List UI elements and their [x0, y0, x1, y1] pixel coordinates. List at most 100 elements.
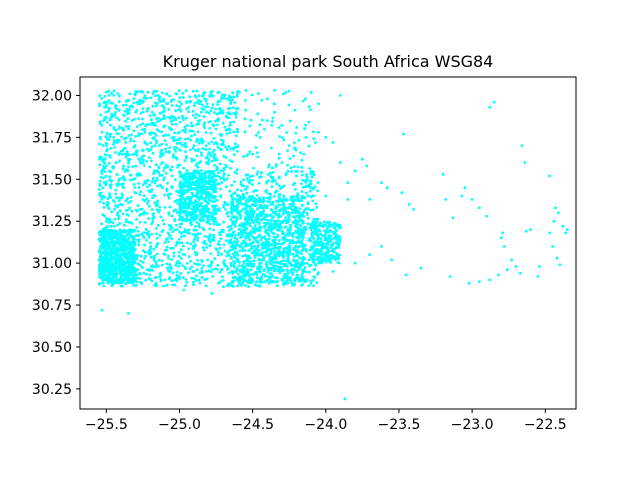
scatter-point — [200, 192, 204, 196]
scatter-point — [282, 268, 285, 272]
scatter-point — [322, 246, 326, 250]
scatter-point — [122, 186, 125, 189]
scatter-point — [197, 122, 201, 126]
scatter-point — [299, 218, 303, 222]
scatter-point — [327, 249, 331, 252]
scatter-point — [194, 228, 198, 232]
scatter-point — [213, 257, 217, 260]
scatter-point — [107, 109, 111, 113]
scatter-point — [211, 204, 214, 208]
scatter-point — [211, 183, 215, 187]
scatter-point — [208, 174, 212, 178]
scatter-point — [230, 200, 234, 204]
scatter-point — [153, 201, 157, 205]
scatter-point — [273, 238, 277, 242]
scatter-point — [273, 110, 276, 114]
scatter-point — [117, 265, 121, 268]
scatter-point — [109, 170, 113, 174]
scatter-point — [196, 119, 200, 123]
scatter-point — [238, 275, 242, 278]
scatter-point — [212, 169, 216, 173]
scatter-point — [134, 135, 138, 138]
scatter-point — [190, 276, 194, 280]
scatter-point — [266, 232, 269, 236]
scatter-point — [111, 199, 115, 202]
scatter-point — [212, 137, 216, 140]
scatter-point — [278, 184, 281, 188]
scatter-point — [214, 178, 218, 182]
scatter-point — [132, 183, 136, 186]
scatter-point — [274, 255, 278, 259]
scatter-point — [124, 209, 128, 212]
scatter-point — [165, 102, 169, 105]
scatter-point — [114, 204, 117, 208]
scatter-point — [259, 225, 263, 229]
scatter-point — [155, 227, 158, 230]
scatter-point — [243, 130, 247, 134]
scatter-point — [180, 232, 183, 235]
scatter-point — [126, 152, 130, 156]
scatter-point — [314, 202, 318, 206]
scatter-point — [257, 92, 260, 95]
scatter-point — [195, 203, 199, 207]
scatter-point — [210, 260, 213, 263]
scatter-point — [168, 168, 172, 172]
scatter-point — [200, 175, 204, 179]
scatter-point — [247, 195, 251, 199]
scatter-point — [140, 207, 144, 211]
scatter-point — [245, 271, 249, 274]
scatter-point — [273, 226, 277, 230]
scatter-point — [124, 100, 128, 103]
scatter-point — [278, 269, 282, 273]
scatter-point — [189, 148, 192, 152]
scatter-point — [163, 139, 167, 143]
scatter-point — [212, 218, 216, 222]
scatter-point — [128, 92, 132, 96]
scatter-point — [144, 228, 148, 231]
scatter-point — [315, 206, 319, 209]
scatter-point — [301, 99, 305, 103]
scatter-point — [143, 94, 147, 98]
scatter-point — [478, 280, 481, 283]
scatter-point — [228, 128, 232, 132]
scatter-point — [127, 125, 131, 128]
scatter-point — [135, 226, 139, 229]
scatter-point — [287, 144, 291, 148]
scatter-point — [214, 183, 218, 187]
scatter-point — [272, 255, 276, 259]
scatter-point — [108, 264, 111, 268]
scatter-point — [178, 225, 182, 229]
scatter-point — [300, 190, 304, 193]
scatter-point — [134, 152, 138, 156]
scatter-point — [297, 197, 300, 201]
scatter-point — [235, 258, 239, 262]
y-tick-label: 31.00 — [32, 256, 72, 272]
scatter-point — [253, 256, 257, 259]
scatter-point — [249, 118, 253, 122]
scatter-point — [200, 110, 203, 114]
scatter-point — [305, 211, 309, 215]
scatter-point — [310, 233, 314, 237]
scatter-point — [127, 236, 131, 240]
scatter-point — [157, 258, 161, 262]
scatter-point — [181, 114, 184, 118]
scatter-point — [206, 186, 210, 189]
scatter-point — [224, 239, 228, 243]
scatter-point — [116, 239, 119, 243]
scatter-point — [163, 241, 167, 244]
scatter-point — [167, 212, 171, 216]
scatter-point — [441, 172, 445, 176]
scatter-point — [264, 230, 267, 234]
scatter-point — [251, 215, 255, 219]
scatter-point — [109, 147, 113, 150]
scatter-point — [288, 228, 292, 232]
scatter-point — [121, 103, 125, 107]
scatter-point — [270, 185, 274, 189]
scatter-point — [120, 235, 124, 239]
scatter-point — [299, 182, 303, 186]
scatter-point — [298, 266, 302, 269]
scatter-point — [242, 203, 246, 206]
scatter-point — [126, 312, 130, 315]
scatter-point — [204, 199, 208, 203]
scatter-point — [192, 247, 195, 251]
